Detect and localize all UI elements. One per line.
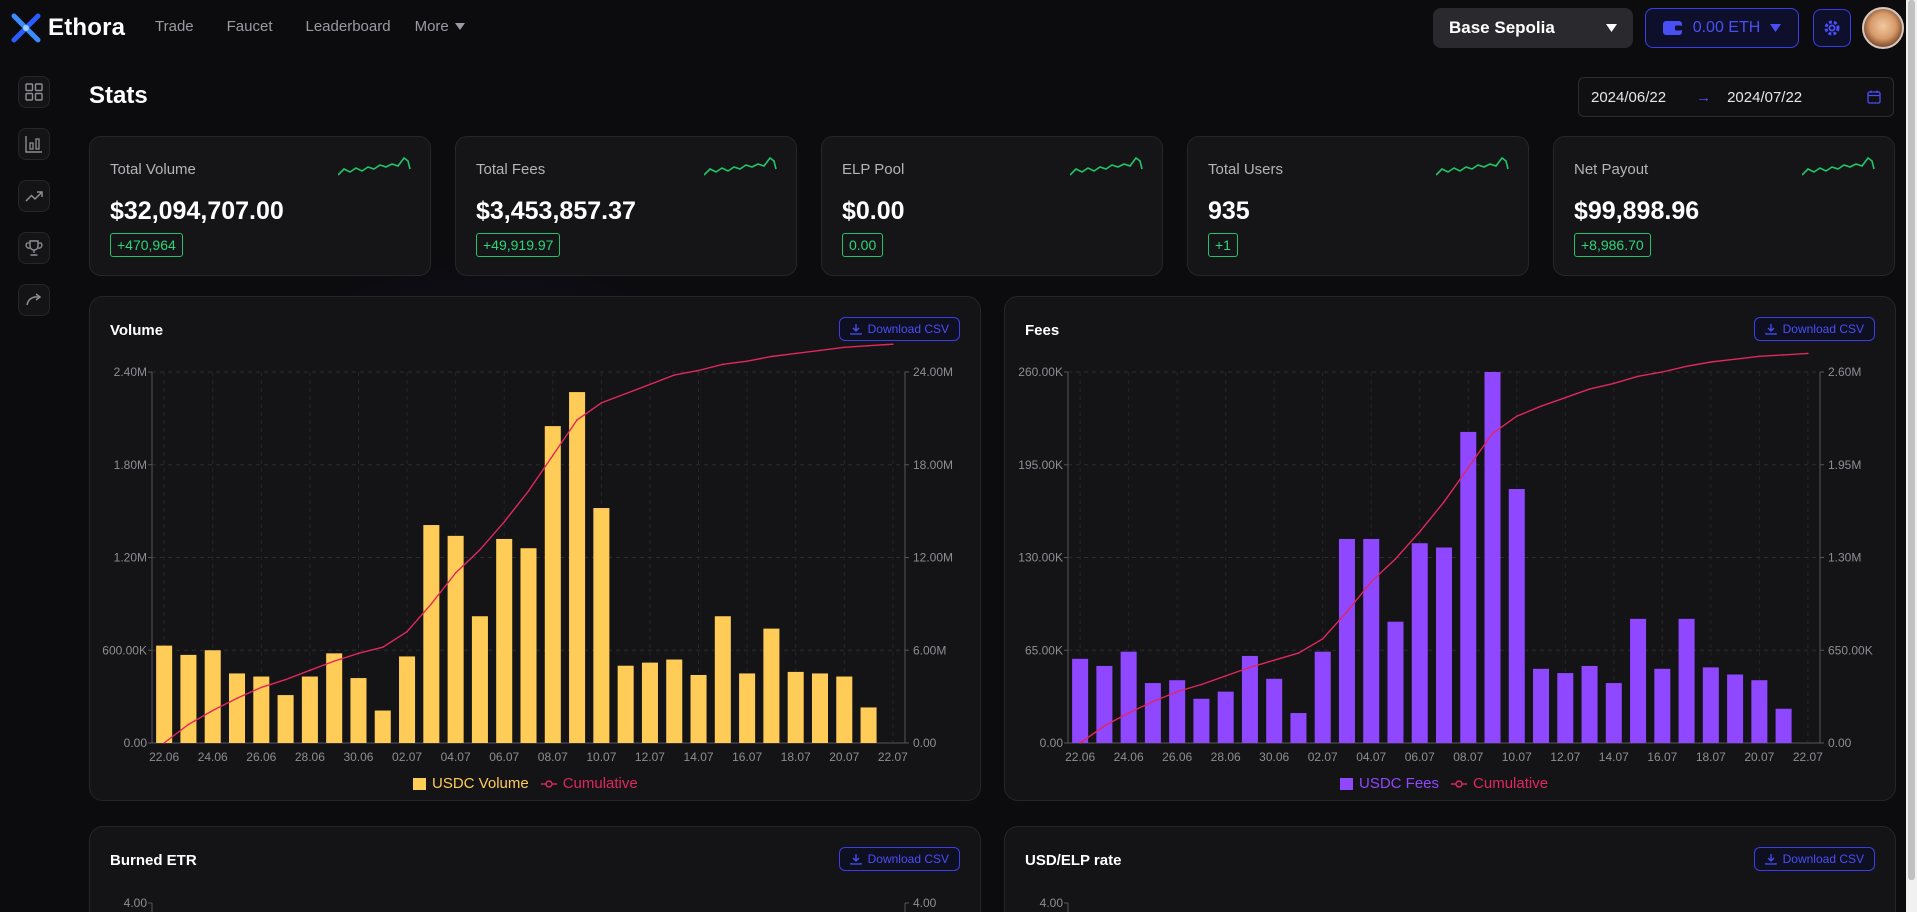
legend-label[interactable]: Cumulative	[562, 775, 638, 792]
download-csv-label: Download CSV	[867, 852, 949, 866]
stat-card-total-fees: Total Fees $3,453,857.37 +49,919.97	[455, 136, 797, 276]
legend-label[interactable]: USDC Fees	[1359, 775, 1440, 792]
stat-delta-badge: +470,964	[110, 233, 183, 257]
panel-title: Fees	[1025, 322, 1060, 339]
fees-legend: USDC Fees Cumulative	[1340, 775, 1548, 792]
stat-value: 935	[1208, 197, 1250, 225]
download-icon	[849, 324, 862, 335]
avatar[interactable]	[1862, 7, 1904, 49]
panel-title: Burned ETR	[110, 852, 197, 869]
sidebar-item-leaderboard[interactable]	[18, 232, 50, 264]
wallet-icon	[1662, 21, 1682, 35]
stat-delta-badge: +8,986.70	[1574, 233, 1651, 257]
download-icon	[1764, 324, 1777, 335]
trophy-icon	[25, 240, 43, 256]
sparkline-icon	[1436, 156, 1509, 176]
stat-card-total-volume: Total Volume $32,094,707.00 +470,964	[89, 136, 431, 276]
caret-down-icon	[1606, 24, 1617, 32]
calendar-icon	[1867, 90, 1881, 104]
download-csv-button[interactable]: Download CSV	[838, 317, 960, 341]
download-icon	[1764, 854, 1777, 865]
app-name: Ethora	[48, 14, 126, 41]
stat-label: Net Payout	[1574, 161, 1649, 178]
fees-chart-panel: Fees Download CSV	[1004, 296, 1896, 801]
date-range-start[interactable]: 2024/06/22	[1591, 88, 1667, 106]
nav-faucet[interactable]: Faucet	[226, 18, 273, 35]
nav-more[interactable]: More	[415, 18, 465, 35]
download-csv-button[interactable]: Download CSV	[1753, 847, 1875, 871]
ethora-logo-icon	[11, 13, 41, 43]
sparkline-icon	[1070, 156, 1143, 176]
gear-icon	[1824, 20, 1840, 36]
stat-delta-badge: +49,919.97	[476, 233, 561, 257]
legend-swatch	[413, 777, 426, 790]
stat-card-net-payout: Net Payout $99,898.96 +8,986.70	[1553, 136, 1895, 276]
stat-card-total-users: Total Users 935 +1	[1187, 136, 1529, 276]
legend-line-icon	[540, 779, 557, 788]
stat-value: $99,898.96	[1574, 197, 1700, 225]
legend-label[interactable]: Cumulative	[1473, 775, 1549, 792]
legend-label[interactable]: USDC Volume	[432, 775, 529, 792]
stat-label: Total Volume	[110, 161, 196, 178]
bar-chart-icon	[25, 136, 42, 153]
top-bar: Ethora Trade Faucet Leaderboard More Bas…	[0, 0, 1917, 56]
sparkline-icon	[1802, 156, 1875, 176]
usd-elp-rate-chart-panel: USD/ELP rate Download CSV	[1004, 826, 1896, 912]
panel-title: Volume	[110, 322, 164, 339]
stat-label: Total Fees	[476, 161, 546, 178]
stat-label: ELP Pool	[842, 161, 905, 178]
download-csv-label: Download CSV	[1782, 852, 1864, 866]
wallet-balance: 0.00 ETH	[1692, 19, 1761, 36]
stat-value: $0.00	[842, 197, 905, 225]
download-csv-label: Download CSV	[867, 322, 949, 336]
panel-title: USD/ELP rate	[1025, 852, 1122, 869]
scrollbar-thumb[interactable]	[1908, 0, 1915, 880]
trending-up-icon	[25, 191, 43, 202]
sidebar-item-trends[interactable]	[18, 180, 50, 212]
sidebar-item-referral[interactable]	[18, 284, 50, 316]
sparkline-icon	[338, 156, 411, 176]
download-icon	[849, 854, 862, 865]
stat-label: Total Users	[1208, 161, 1284, 178]
settings-button[interactable]	[1813, 9, 1851, 47]
download-csv-button[interactable]: Download CSV	[838, 847, 960, 871]
legend-swatch	[1340, 777, 1353, 790]
download-csv-label: Download CSV	[1782, 322, 1864, 336]
network-name: Base Sepolia	[1449, 18, 1555, 37]
stat-delta-badge: 0.00	[842, 233, 884, 257]
volume-chart-panel: Volume Download CSV	[89, 296, 981, 801]
stat-value: $3,453,857.37	[476, 197, 636, 225]
caret-down-icon	[454, 23, 465, 30]
burned-etr-chart-panel: Burned ETR Download CSV	[89, 826, 981, 912]
page-title: Stats	[89, 82, 148, 109]
date-range-end[interactable]: 2024/07/22	[1727, 88, 1803, 106]
nav-trade[interactable]: Trade	[155, 18, 194, 35]
stat-delta-badge: +1	[1208, 233, 1238, 257]
nav-more-label: More	[414, 18, 449, 35]
date-range-picker[interactable]: 2024/06/22 → 2024/07/22	[1578, 77, 1894, 117]
network-selector[interactable]: Base Sepolia	[1433, 8, 1633, 48]
caret-down-icon	[1770, 24, 1782, 32]
stat-card-elp-pool: ELP Pool $0.00 0.00	[821, 136, 1163, 276]
volume-legend: USDC Volume Cumulative	[413, 775, 638, 792]
sidebar-item-stats[interactable]	[18, 128, 50, 160]
arrow-right-icon: →	[1696, 88, 1712, 106]
download-csv-button[interactable]: Download CSV	[1753, 317, 1875, 341]
nav-leaderboard[interactable]: Leaderboard	[305, 18, 391, 35]
wallet-button[interactable]: 0.00 ETH	[1645, 8, 1799, 48]
grid-icon	[25, 83, 43, 101]
legend-line-icon	[1451, 779, 1468, 788]
app-logo[interactable]: Ethora	[10, 12, 125, 44]
stat-value: $32,094,707.00	[110, 197, 284, 225]
sparkline-icon	[704, 156, 777, 176]
sidebar	[18, 76, 50, 336]
sidebar-item-dashboard[interactable]	[18, 76, 50, 108]
redo-icon	[26, 293, 42, 306]
main-nav: Trade Faucet Leaderboard More	[155, 18, 498, 35]
